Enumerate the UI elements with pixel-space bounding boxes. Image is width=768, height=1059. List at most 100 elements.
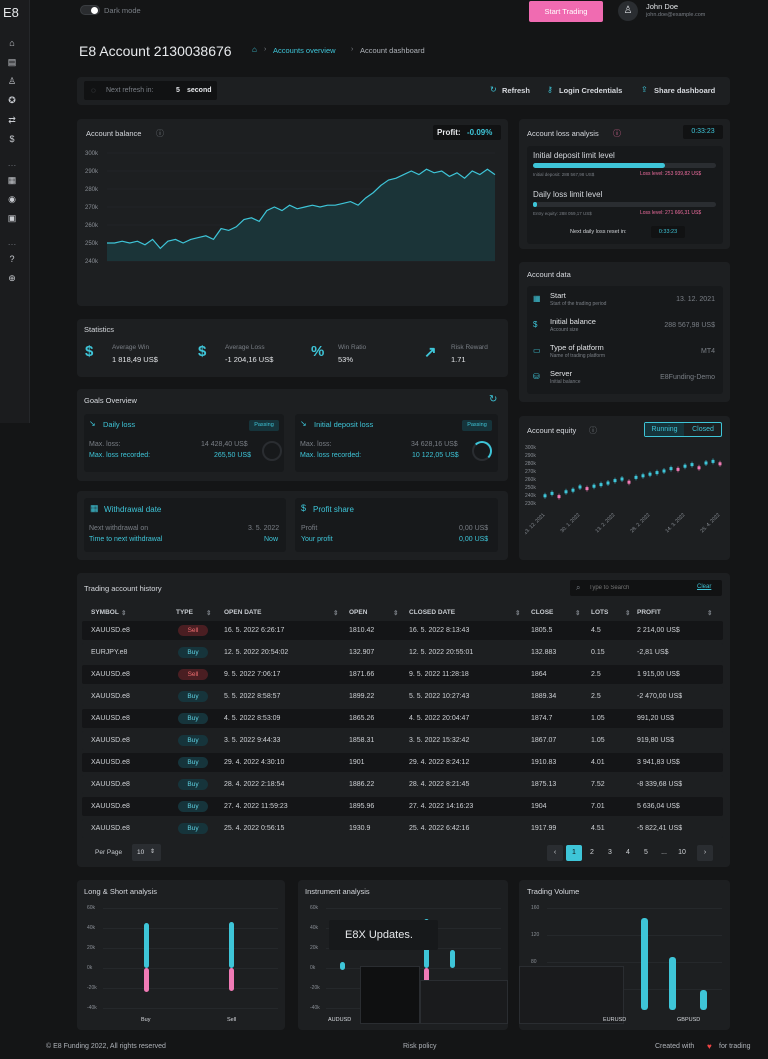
logo[interactable]: E8 [3, 5, 19, 20]
account-data-label: Server [550, 369, 573, 378]
loss-analysis-title: Account loss analysis [527, 129, 599, 138]
refresh-icon[interactable]: ↻ [489, 394, 498, 405]
refresh-icon[interactable]: ↻ [490, 85, 497, 94]
long-short-title: Long & Short analysis [84, 887, 157, 896]
award-icon[interactable]: ✪ [8, 95, 16, 105]
page-button[interactable]: 3 [608, 849, 612, 856]
screenshot-thumbnail[interactable] [420, 980, 508, 1024]
search-input[interactable] [589, 583, 684, 593]
breadcrumb-home-icon[interactable]: ⌂ [252, 45, 257, 54]
info-icon[interactable]: ⓘ [156, 129, 164, 138]
candle [634, 475, 638, 479]
gridline [103, 928, 278, 929]
user-icon[interactable]: ♙ [7, 76, 17, 86]
page-button[interactable]: 5 [644, 849, 648, 856]
column-header[interactable]: LOTS [591, 609, 609, 616]
table-cell: XAUUSD.e8 [91, 781, 130, 788]
share-dashboard-button[interactable]: Share dashboard [654, 86, 716, 95]
table-cell: 1.05 [591, 737, 605, 744]
table-cell: XAUUSD.e8 [91, 737, 130, 744]
daily-loss-title: Daily loss [103, 420, 136, 429]
table-cell: 1865.26 [349, 715, 375, 722]
table-row[interactable]: XAUUSD.e8 Buy 4. 5. 2022 8:53:09 1865.26 4. … [82, 709, 723, 728]
copyright: © E8 Funding 2022, All rights reserved [46, 1043, 166, 1050]
volume-bar [641, 918, 648, 1010]
refresh-button[interactable]: Refresh [502, 86, 530, 95]
page-button[interactable]: 10 [678, 849, 686, 856]
info-icon[interactable]: ⓘ [589, 426, 597, 435]
table-row[interactable]: XAUUSD.e8 Sell 16. 5. 2022 6:26:17 1810.42 1… [82, 621, 723, 640]
page-button[interactable]: 1 [566, 845, 582, 861]
stat-icon: $ [85, 343, 94, 360]
table-row[interactable]: XAUUSD.e8 Sell 9. 5. 2022 7:06:17 1871.66 9.… [82, 665, 723, 684]
dark-mode-toggle[interactable] [80, 5, 100, 15]
column-header[interactable]: TYPE [176, 609, 193, 616]
rss-icon[interactable]: ◉ [8, 194, 16, 204]
balance-chart: 300k 290k 280k 270k 260k 250k 240k [85, 151, 496, 265]
table-row[interactable]: XAUUSD.e8 Buy 3. 5. 2022 9:44:33 1858.31 3. … [82, 731, 723, 750]
next-page-button[interactable]: › [697, 845, 713, 861]
sort-icon[interactable]: ⇕ [575, 610, 581, 617]
sort-icon[interactable]: ⇕ [333, 610, 339, 617]
document-icon[interactable]: ▤ [7, 57, 17, 67]
help-icon[interactable]: ? [9, 254, 15, 264]
avatar[interactable]: ♙ [618, 1, 638, 21]
sort-icon[interactable]: ⇕ [121, 610, 127, 617]
column-header[interactable]: CLOSE [531, 609, 554, 616]
login-credentials-button[interactable]: Login Credentials [559, 86, 623, 95]
sort-icon[interactable]: ⇕ [393, 610, 399, 617]
y-tick: -20k [87, 985, 97, 991]
table-row[interactable]: XAUUSD.e8 Buy 28. 4. 2022 2:18:54 1886.22 28… [82, 775, 723, 794]
table-cell: 27. 4. 2022 11:59:23 [224, 803, 288, 810]
table-row[interactable]: XAUUSD.e8 Buy 27. 4. 2022 11:59:23 1895.96 2… [82, 797, 723, 816]
table-cell: 29. 4. 2022 4:30:10 [224, 759, 285, 766]
account-data-value: MT4 [701, 348, 715, 355]
daily-limit-fill [533, 202, 537, 207]
key-icon[interactable]: ⚷ [547, 85, 553, 94]
column-header[interactable]: OPEN [349, 609, 368, 616]
refresh-unit: second [187, 87, 212, 94]
table-row[interactable]: XAUUSD.e8 Buy 5. 5. 2022 8:58:57 1899.22 5. … [82, 687, 723, 706]
tab-closed[interactable]: Closed [692, 426, 714, 433]
info-icon[interactable]: ⓘ [613, 129, 621, 138]
sell-label: Sell [227, 1017, 237, 1023]
table-cell: XAUUSD.e8 [91, 825, 130, 832]
layout-icon[interactable]: ▣ [7, 213, 17, 223]
updates-popup[interactable]: E8X Updates. [329, 920, 438, 950]
sort-icon[interactable]: ⇕ [625, 610, 631, 617]
breadcrumb-overview[interactable]: Accounts overview [273, 46, 336, 55]
share-icon[interactable]: ⇪ [641, 85, 648, 94]
per-page-select[interactable]: 10 ⇕ [132, 844, 161, 861]
home-icon[interactable]: ⌂ [9, 38, 15, 48]
screenshot-thumbnail[interactable] [360, 966, 420, 1024]
table-cell: XAUUSD.e8 [91, 671, 130, 678]
screenshot-thumbnail[interactable] [519, 966, 624, 1024]
sort-icon[interactable]: ⇕ [707, 610, 713, 617]
start-trading-button[interactable]: Start Trading [529, 1, 603, 22]
tab-running[interactable]: Running [645, 423, 684, 436]
table-cell: 16. 5. 2022 8:13:43 [409, 627, 470, 634]
table-row[interactable]: XAUUSD.e8 Buy 29. 4. 2022 4:30:10 1901 29. 4… [82, 753, 723, 772]
column-header[interactable]: OPEN DATE [224, 609, 262, 616]
prev-page-button[interactable]: ‹ [547, 845, 563, 861]
swap-icon[interactable]: ⇄ [8, 115, 16, 125]
page-button[interactable]: 2 [590, 849, 594, 856]
calendar-icon[interactable]: ▦ [7, 175, 17, 185]
page-button[interactable]: 4 [626, 849, 630, 856]
column-header[interactable]: PROFIT [637, 609, 661, 616]
page-button[interactable]: ... [661, 849, 667, 856]
dollar-icon[interactable]: $ [9, 134, 15, 144]
table-cell: 1858.31 [349, 737, 375, 744]
column-header[interactable]: CLOSED DATE [409, 609, 456, 616]
table-row[interactable]: XAUUSD.e8 Buy 25. 4. 2022 0:56:15 1930.9 25.… [82, 819, 723, 838]
daily-limit-track [533, 202, 716, 207]
candle [606, 481, 610, 485]
risk-policy-link[interactable]: Risk policy [403, 1043, 437, 1050]
dollar-icon: $ [301, 503, 307, 513]
column-header[interactable]: SYMBOL [91, 609, 119, 616]
globe-icon[interactable]: ⊕ [8, 273, 16, 283]
sort-icon[interactable]: ⇕ [206, 610, 212, 617]
sort-icon[interactable]: ⇕ [515, 610, 521, 617]
table-row[interactable]: EURJPY.e8 Buy 12. 5. 2022 20:54:02 132.907 1… [82, 643, 723, 662]
clear-button[interactable]: Clear [697, 584, 712, 590]
